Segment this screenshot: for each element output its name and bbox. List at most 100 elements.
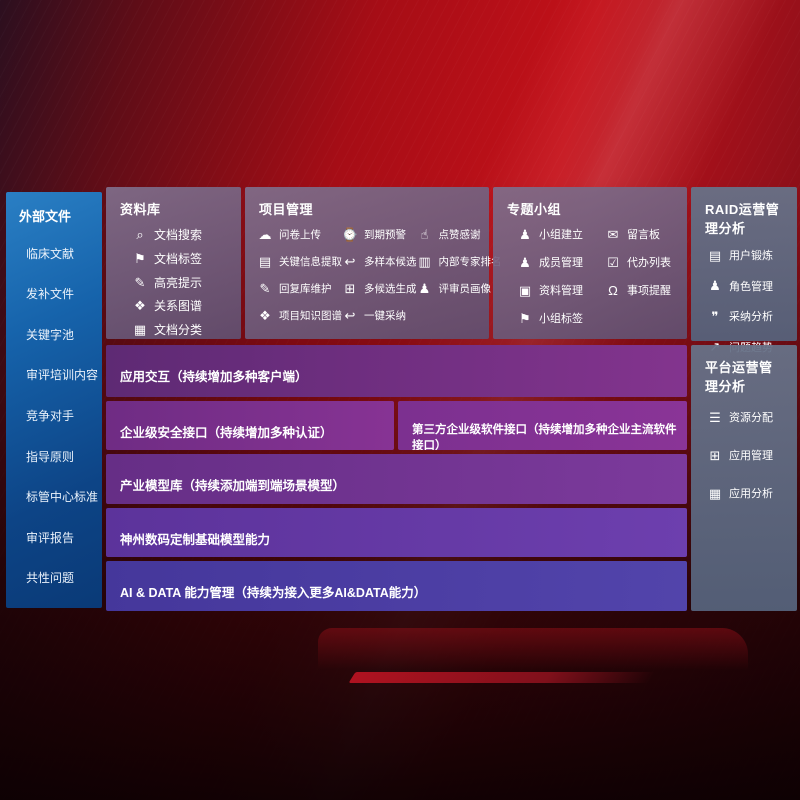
report-chart-icon: ▦ (708, 485, 722, 501)
feature-item[interactable]: ✎ 回复库维护 (257, 280, 342, 296)
feature-item[interactable]: ✎ 高亮提示 (132, 274, 241, 291)
topic-group-title: 专题小组 (507, 202, 562, 217)
sidebar-item[interactable]: 审评培训内容 (26, 366, 102, 383)
external-files-list: 临床文献 发补文件 关键字池 审评培训内容 竞争对手 (6, 225, 102, 608)
feature-item[interactable]: ☁ 问卷上传 (257, 226, 342, 242)
sidebar-item[interactable]: 发补文件 (26, 285, 102, 302)
feature-label: 资源分配 (729, 412, 773, 424)
feature-item[interactable]: ⚑ 文档标签 (132, 250, 241, 267)
platform-analysis-panel: 平台运营管理分析 ☰ 资源分配 ⊞ 应用管理 ▦ 应用分析 (691, 345, 797, 611)
feature-item[interactable]: ⌕ 文档搜索 (132, 226, 241, 243)
sidebar-item-label: 发补文件 (26, 287, 75, 302)
feature-item[interactable]: ✉ 留言板 (605, 226, 671, 242)
feature-item[interactable]: Ω 事项提醒 (605, 282, 671, 298)
security-interface-title: 企业级安全接口（持续增加多种认证） (120, 425, 333, 440)
sidebar-item-label: 审评报告 (26, 530, 75, 545)
raid-analysis-list: ▤ 用户锻炼 ♟ 角色管理 ❞ 采纳分析 ↗ 问题趋势 (691, 243, 797, 355)
feature-label: 高亮提示 (154, 275, 203, 290)
feature-label: 到期预警 (364, 228, 406, 241)
sidebar-item[interactable]: 标管中心标准 (26, 488, 102, 505)
feature-label: 成员管理 (539, 257, 583, 269)
feature-label: 留言板 (627, 229, 660, 241)
third-party-interface-row: 第三方企业级软件接口（持续增加多种企业主流软件接口） ⚙ API自动化设计器 (398, 401, 687, 450)
feature-label: 问卷上传 (279, 228, 321, 241)
sidebar-item[interactable]: 共性问题 (26, 569, 102, 586)
project-management-panel: 项目管理 ☁ 问卷上传 ⌚ 到期预警 ☝ 点赞感谢 ▤ (245, 187, 502, 339)
feature-item[interactable]: ▥ 内部专家排名 (417, 253, 501, 269)
material-box-icon: ▣ (518, 282, 532, 298)
platform-analysis-list: ☰ 资源分配 ⊞ 应用管理 ▦ 应用分析 (691, 401, 797, 501)
document-search-icon: ⌕ (136, 227, 144, 242)
feature-label: 应用管理 (729, 450, 773, 462)
feature-label: 多样本候选 (364, 255, 417, 268)
raid-analysis-panel: RAID运营管理分析 ▤ 用户锻炼 ♟ 角色管理 ❞ 采纳分析 (691, 187, 797, 354)
feature-item[interactable]: ♟ 角色管理 (707, 278, 797, 294)
tag-icon: ⚑ (519, 310, 531, 326)
feature-item[interactable]: ▦ 应用分析 (707, 485, 797, 501)
feature-item[interactable]: ❞ 采纳分析 (707, 308, 797, 324)
industry-model-row: 产业模型库（持续添加端到端场景模型） ▤ 特定行业的文件识别 ▥ 特定行业的票据… (106, 454, 687, 504)
library-list: ⌕ 文档搜索 ⚑ 文档标签 ✎ 高亮提示 ❖ 关系图谱 (106, 224, 241, 338)
sidebar-item[interactable]: 临床文献 (26, 245, 102, 262)
id-card-icon: ▤ (708, 247, 722, 263)
feature-item[interactable]: ▦ 文档分类 (132, 321, 241, 338)
feature-item[interactable]: ♟ 评审员画像 (417, 280, 502, 296)
feature-item[interactable]: ⌚ 到期预警 (342, 226, 417, 242)
feature-item[interactable]: ♟ 小组建立 (517, 226, 583, 242)
feature-label: 关系图谱 (154, 299, 203, 314)
feature-item[interactable]: ♟ 成员管理 (517, 254, 583, 270)
sidebar-item-label: 共性问题 (26, 571, 75, 586)
feature-item[interactable]: ⊞ 多候选生成 (342, 280, 417, 296)
feature-item[interactable]: ⚑ 小组标签 (517, 310, 583, 326)
feature-item[interactable]: ▤ 用户锻炼 (707, 247, 797, 263)
app-interaction-title: 应用交互（持续增加多种客户端） (120, 369, 308, 384)
sidebar-item[interactable]: 关键字池 (26, 326, 102, 343)
external-files-panel: 外部文件 临床文献 发补文件 关键字池 审评培训内容 (6, 192, 102, 608)
feature-item[interactable]: ☝ 点赞感谢 (417, 226, 502, 242)
alarm-clock-icon: ⌚ (341, 226, 359, 242)
cloud-upload-icon: ☁ (258, 226, 272, 242)
adopt-arrow-icon: ↩ (344, 307, 356, 323)
raid-analysis-title: RAID运营管理分析 (705, 202, 780, 236)
feature-item[interactable]: ☑ 代办列表 (605, 254, 671, 270)
reply-arrow-icon: ↩ (344, 253, 356, 269)
third-party-interface-title: 第三方企业级软件接口（持续增加多种企业主流软件接口） (412, 423, 677, 451)
document-extract-icon: ▤ (258, 253, 272, 269)
project-management-title: 项目管理 (259, 202, 314, 217)
feature-item[interactable]: ⊞ 应用管理 (707, 447, 797, 463)
feature-item[interactable]: ↩ 多样本候选 (342, 253, 417, 269)
feature-label: 用户锻炼 (729, 250, 773, 262)
sidebar-item[interactable]: 指导原则 (26, 448, 102, 465)
feature-item[interactable]: ▤ 关键信息提取 (257, 253, 342, 269)
feature-label: 关键信息提取 (279, 255, 342, 268)
sidebar-item[interactable]: 审评报告 (26, 529, 102, 546)
feature-label: 文档标签 (154, 251, 203, 266)
feature-label: 回复库维护 (279, 282, 332, 295)
knowledge-graph-icon: ❖ (259, 307, 271, 323)
qa-chat-icon: ❞ (711, 308, 719, 324)
industry-model-title: 产业模型库（持续添加端到端场景模型） (120, 478, 346, 493)
library-title: 资料库 (120, 202, 161, 217)
role-people-icon: ♟ (709, 278, 721, 294)
app-grid-icon: ⊞ (709, 447, 721, 463)
laptop-silhouette (318, 628, 748, 670)
feature-item[interactable]: ↩ 一键采纳 (342, 307, 417, 323)
feature-label: 小组建立 (539, 229, 583, 241)
feature-label: 多候选生成 (364, 282, 417, 295)
project-management-list: ☁ 问卷上传 ⌚ 到期预警 ☝ 点赞感谢 ▤ 关键信息提取 (245, 224, 502, 323)
feature-label: 小组标签 (539, 313, 583, 325)
person-silhouette-icon: ♟ (418, 280, 431, 296)
sidebar-item-label: 竞争对手 (26, 408, 75, 423)
feature-label: 角色管理 (729, 280, 773, 293)
laptop-light-strip (348, 672, 656, 683)
feature-item[interactable]: ▣ 资料管理 (517, 282, 583, 298)
ranking-podium-icon: ▥ (418, 253, 431, 269)
feature-item[interactable]: ❖ 关系图谱 (132, 297, 241, 314)
base-model-capability-title: 神州数码定制基础模型能力 (120, 532, 271, 547)
feature-item[interactable]: ☰ 资源分配 (707, 409, 797, 425)
sidebar-item[interactable]: 竞争对手 (26, 407, 102, 424)
feature-item[interactable]: ❖ 项目知识图谱 (257, 307, 342, 323)
feature-label: 应用分析 (729, 488, 773, 500)
document-category-icon: ▦ (133, 322, 147, 337)
